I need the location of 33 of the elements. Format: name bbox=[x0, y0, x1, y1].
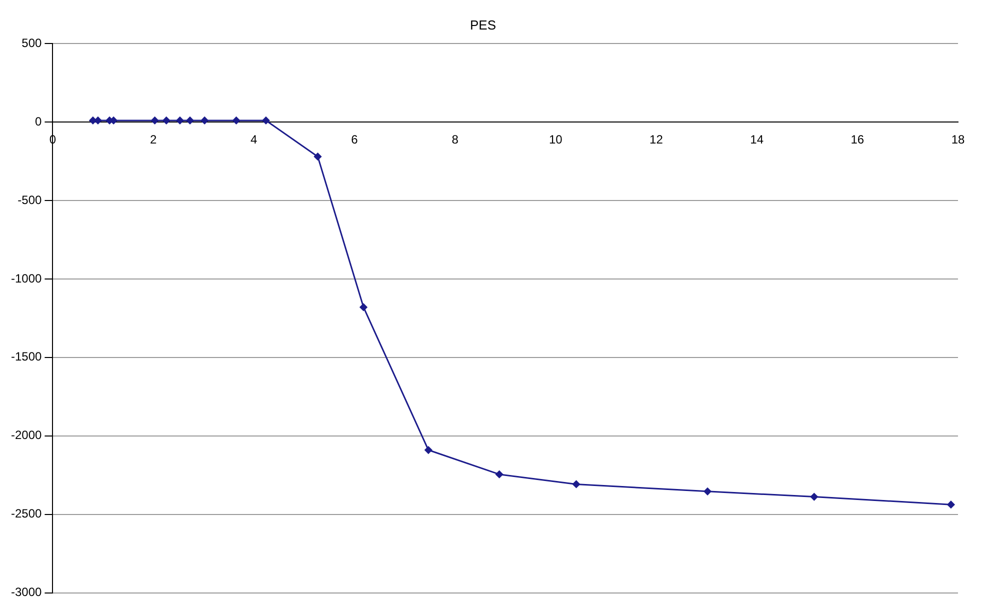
chart-title: PES bbox=[470, 17, 496, 32]
x-tick-label: 12 bbox=[650, 132, 664, 147]
point bbox=[424, 446, 432, 454]
point bbox=[314, 152, 322, 160]
point bbox=[572, 480, 580, 488]
point bbox=[151, 116, 159, 124]
x-tick-label: 14 bbox=[750, 132, 764, 147]
point bbox=[262, 116, 270, 124]
x-tick-label: 2 bbox=[150, 132, 157, 147]
y-tick-label: -500 bbox=[18, 192, 42, 207]
point bbox=[162, 116, 170, 124]
x-tick-label: 10 bbox=[548, 132, 563, 147]
x-tick-label: 4 bbox=[250, 132, 258, 147]
x-tick-label: 8 bbox=[452, 132, 459, 147]
point bbox=[232, 116, 240, 124]
y-tick-label: -1500 bbox=[10, 350, 42, 364]
y-tick-label: 500 bbox=[22, 36, 42, 50]
point bbox=[186, 116, 194, 124]
y-tick-label: 0 bbox=[35, 114, 42, 128]
x-tick-label: 6 bbox=[351, 132, 358, 147]
y-tick-label: -1000 bbox=[10, 271, 42, 286]
y-tick-label: -3000 bbox=[10, 585, 42, 600]
x-tick-label: 18 bbox=[951, 132, 965, 147]
point bbox=[360, 303, 368, 311]
point bbox=[496, 470, 504, 478]
point bbox=[200, 116, 208, 124]
point bbox=[947, 500, 955, 508]
point bbox=[704, 488, 712, 496]
point bbox=[810, 493, 818, 501]
y-tick-label: -2000 bbox=[10, 428, 42, 442]
point bbox=[176, 116, 184, 124]
x-tick-label: 16 bbox=[850, 132, 864, 147]
y-tick-label: -2500 bbox=[10, 506, 42, 521]
